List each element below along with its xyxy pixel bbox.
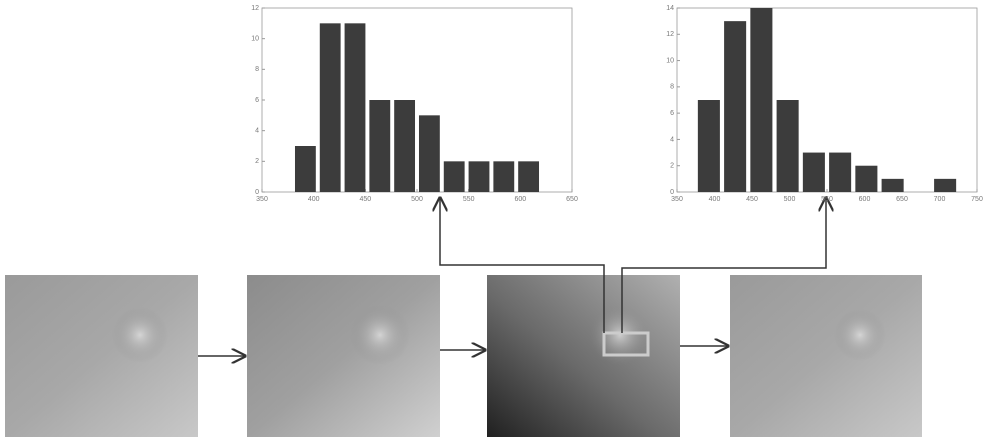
- x-tick-label: 650: [896, 196, 908, 203]
- lesion: [350, 305, 410, 365]
- x-tick-label: 400: [308, 196, 320, 203]
- bar: [369, 100, 390, 192]
- x-tick-label: 450: [746, 196, 758, 203]
- lesion: [834, 309, 886, 361]
- image-original: [5, 275, 198, 437]
- y-tick-label: 0: [255, 189, 259, 196]
- bar: [829, 153, 851, 192]
- y-tick-label: 14: [666, 5, 674, 12]
- bar: [419, 115, 440, 192]
- image-enhanced: [247, 275, 440, 437]
- bar: [518, 161, 539, 192]
- bar: [855, 166, 877, 192]
- bar: [444, 161, 465, 192]
- images: [5, 275, 922, 437]
- x-tick-label: 350: [256, 196, 268, 203]
- x-tick-label: 350: [671, 196, 683, 203]
- bar: [320, 23, 341, 192]
- y-tick-label: 4: [255, 128, 259, 135]
- bar: [750, 8, 772, 192]
- y-tick-label: 8: [670, 84, 674, 91]
- y-tick-label: 2: [670, 163, 674, 170]
- x-tick-label: 500: [784, 196, 796, 203]
- y-tick-label: 6: [670, 110, 674, 117]
- plot-frame: [677, 8, 977, 192]
- bar: [345, 23, 366, 192]
- bar: [295, 146, 316, 192]
- bar: [724, 21, 746, 192]
- bar: [493, 161, 514, 192]
- x-tick-label: 600: [514, 196, 526, 203]
- x-tick-label: 550: [821, 196, 833, 203]
- y-tick-label: 2: [255, 158, 259, 165]
- y-tick-label: 4: [670, 136, 674, 143]
- y-tick-label: 10: [666, 57, 674, 64]
- x-tick-label: 650: [566, 196, 578, 203]
- x-tick-label: 750: [971, 196, 983, 203]
- bar: [698, 100, 720, 192]
- y-tick-label: 12: [251, 5, 259, 12]
- x-tick-label: 600: [859, 196, 871, 203]
- y-tick-label: 10: [251, 36, 259, 43]
- y-tick-label: 6: [255, 97, 259, 104]
- bar: [882, 179, 904, 192]
- x-tick-label: 700: [934, 196, 946, 203]
- x-tick-label: 450: [359, 196, 371, 203]
- bar: [394, 100, 415, 192]
- figure: 0 2 4 6 8 10 12 350 400 450 500 550 600 650 0 2 4 6 8 10 12 1…: [0, 0, 988, 439]
- x-tick-label: 400: [709, 196, 721, 203]
- y-tick-label: 12: [666, 31, 674, 38]
- y-tick-label: 8: [255, 66, 259, 73]
- x-tick-label: 500: [411, 196, 423, 203]
- image-result: [730, 275, 922, 437]
- bar: [469, 161, 490, 192]
- image-contrast: [487, 275, 680, 437]
- bar: [934, 179, 956, 192]
- y-tick-label: 0: [670, 189, 674, 196]
- x-tick-label: 550: [463, 196, 475, 203]
- bar: [803, 153, 825, 192]
- lesion: [112, 307, 168, 363]
- bar: [777, 100, 799, 192]
